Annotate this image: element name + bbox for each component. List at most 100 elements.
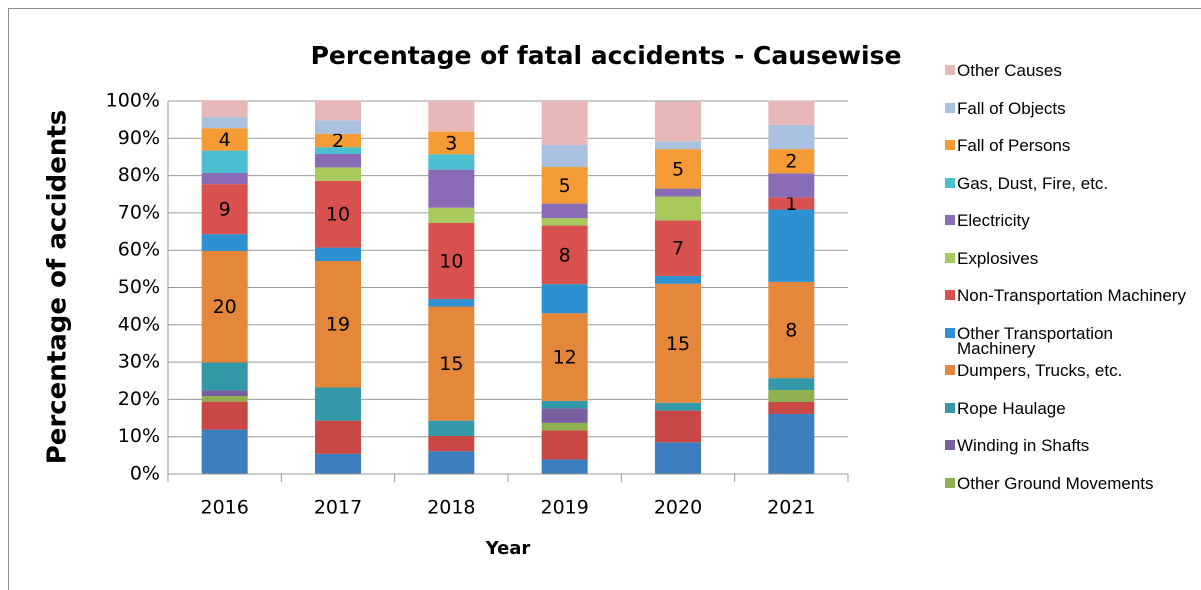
x-tick-label: 2020 <box>654 497 702 519</box>
data-label: 5 <box>559 175 571 197</box>
legend-label: Dumpers, Trucks, etc. <box>957 361 1123 380</box>
bar-segment <box>201 150 248 173</box>
bar-segment <box>201 390 248 397</box>
legend-swatch <box>945 177 955 188</box>
bar-segment <box>428 435 475 452</box>
bar-segment <box>768 124 815 150</box>
legend-label: Electricity <box>957 211 1030 230</box>
bar-segment <box>201 250 248 363</box>
data-label: 4 <box>219 129 231 151</box>
bar-segment <box>201 401 248 430</box>
bar-segment <box>541 167 588 204</box>
legend-swatch <box>945 252 955 263</box>
bar-segment <box>541 313 588 401</box>
bar-segment <box>768 197 815 210</box>
bar-segment <box>541 145 588 168</box>
x-tick-label: 2021 <box>767 497 815 519</box>
y-tick-label: 90% <box>118 127 160 149</box>
bar-segment <box>201 100 248 118</box>
bar-segment <box>315 261 361 388</box>
bar-segment <box>655 402 701 411</box>
legend-label: Rope Haulage <box>957 398 1066 418</box>
bar-segment <box>655 149 701 189</box>
bar-segment <box>768 378 815 391</box>
bar-segment <box>655 283 701 403</box>
bar-segment <box>428 299 475 307</box>
bar-segment <box>541 430 588 460</box>
legend-swatch <box>945 102 955 113</box>
bar-segment <box>315 167 361 181</box>
bar-segment <box>768 100 815 125</box>
bar-segment <box>541 225 588 285</box>
legend-label: Other Transportation Machinery <box>957 323 1113 358</box>
legend-swatch <box>945 440 955 450</box>
bar-segment <box>768 413 815 474</box>
bar-segment <box>315 120 361 134</box>
bar-segment <box>541 101 588 146</box>
legend-label: Fall of Objects <box>957 98 1066 118</box>
bar-segment <box>201 128 248 151</box>
bar-segment <box>768 209 815 282</box>
data-label: 10 <box>326 204 350 226</box>
bar-segment <box>541 203 588 219</box>
data-label: 12 <box>553 347 577 369</box>
bar-segment <box>201 172 248 185</box>
legend-swatch <box>945 402 955 413</box>
legend-label: Non-Transportation Machinery <box>957 286 1186 305</box>
bar-segment <box>428 131 475 155</box>
bar-segment <box>201 117 248 129</box>
y-tick-label: 20% <box>118 388 160 410</box>
legend-swatch <box>945 365 955 375</box>
legend-label: Fall of Persons <box>957 136 1071 155</box>
bar-segment <box>428 154 475 170</box>
x-axis-label: Year <box>485 538 531 559</box>
bar-segment <box>201 362 248 391</box>
legend-swatch <box>945 215 955 225</box>
legend-label: Winding in Shafts <box>957 436 1090 455</box>
frame <box>8 8 1201 590</box>
data-label: 8 <box>559 244 571 266</box>
bar-segment <box>655 196 701 221</box>
y-tick-label: 50% <box>118 276 160 298</box>
data-label: 10 <box>439 251 463 273</box>
data-label: 19 <box>326 314 350 336</box>
bar-segment <box>768 149 815 174</box>
bar-segment <box>428 207 475 223</box>
bar-segment <box>768 402 815 414</box>
data-label: 7 <box>672 238 684 260</box>
legend-swatch <box>945 477 955 488</box>
legend-label: Other Ground Movements <box>957 473 1154 493</box>
bar-segment <box>541 459 588 474</box>
bar-segment <box>428 420 475 436</box>
bar-segment <box>768 281 815 379</box>
y-tick-label: 70% <box>118 201 160 223</box>
data-label: 15 <box>666 333 690 355</box>
data-label: 9 <box>219 199 231 221</box>
bar-segment <box>655 141 701 150</box>
bar-segment <box>541 218 588 226</box>
bar-segment <box>655 188 701 197</box>
legend-swatch <box>945 327 955 338</box>
bar-segment <box>315 180 361 248</box>
bar-segment <box>655 410 701 443</box>
chart-title: Percentage of fatal accidents - Causewis… <box>311 41 902 70</box>
bar-segment <box>201 396 248 402</box>
x-tick-label: 2018 <box>427 497 475 519</box>
bar-segment <box>655 220 701 276</box>
bar-segment <box>315 247 361 262</box>
bar-segment <box>768 390 815 403</box>
bar-segment <box>201 184 248 235</box>
y-axis-label: Percentage of accidents <box>43 110 73 465</box>
legend-swatch <box>945 290 955 300</box>
bar-segment <box>655 442 701 474</box>
y-tick-label: 60% <box>118 239 160 261</box>
x-tick-label: 2017 <box>314 497 362 519</box>
y-tick-label: 30% <box>118 351 160 373</box>
y-tick-label: 100% <box>106 90 160 112</box>
bar-segment <box>541 400 588 409</box>
bar-segment <box>541 408 588 423</box>
bar-segment <box>541 284 588 314</box>
data-label: 1 <box>785 193 797 215</box>
data-label: 15 <box>439 353 463 375</box>
